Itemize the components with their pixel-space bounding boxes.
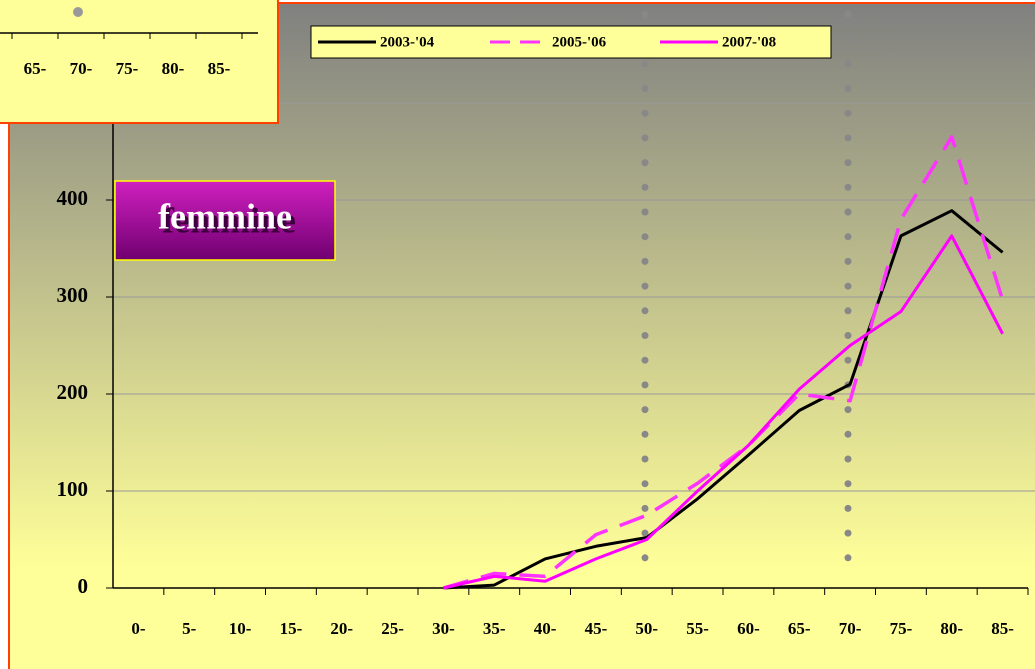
dotted-markers xyxy=(641,10,852,579)
series-line xyxy=(442,135,1005,590)
x-tick-label: 5- xyxy=(182,619,197,638)
annotation-box xyxy=(114,180,336,261)
x-tick-label: 85- xyxy=(991,619,1014,638)
series-line xyxy=(443,209,1004,590)
inset-x-label: 75- xyxy=(116,59,139,78)
x-tick-label: 20- xyxy=(330,619,353,638)
x-tick-label: 80- xyxy=(940,619,963,638)
y-tick-label: 200 xyxy=(57,380,89,404)
inset-x-label: 65- xyxy=(24,59,47,78)
x-tick-label: 25- xyxy=(381,619,404,638)
y-tick-label: 0 xyxy=(78,574,89,598)
inset-x-label: 70- xyxy=(70,59,93,78)
x-tick-label: 0- xyxy=(131,619,146,638)
x-tick-label: 70- xyxy=(839,619,862,638)
x-tick-label: 75- xyxy=(890,619,913,638)
y-tick-label: 100 xyxy=(57,477,89,501)
inset-x-label: 85- xyxy=(208,59,231,78)
series-line xyxy=(443,234,1004,590)
x-tick-label: 55- xyxy=(686,619,709,638)
x-tick-label: 40- xyxy=(534,619,557,638)
legend: 2003-'04 2005-'06 2007-'08 xyxy=(318,34,776,50)
y-tick-label: 300 xyxy=(57,283,89,307)
x-tick-label: 10- xyxy=(229,619,252,638)
x-tick-label: 15- xyxy=(280,619,303,638)
x-tick-label: 30- xyxy=(432,619,455,638)
x-tick-label: 60- xyxy=(737,619,760,638)
annotation-shadow: femmine xyxy=(162,200,296,240)
plot xyxy=(442,135,1005,590)
legend-label: 2005-'06 xyxy=(552,34,607,50)
x-tick-label: 50- xyxy=(635,619,658,638)
x-tick-label: 35- xyxy=(483,619,506,638)
legend-label: 2003-'04 xyxy=(380,34,435,50)
inset-panel xyxy=(0,0,279,124)
y-tick-label: 400 xyxy=(57,186,89,210)
inset: 65- 70- 75- 80- 85- xyxy=(11,33,243,78)
annotation: femmine xyxy=(158,196,292,236)
inset-dot xyxy=(73,7,83,17)
legend-box xyxy=(310,25,832,59)
inset-x-label: 80- xyxy=(162,59,185,78)
x-tick-label: 65- xyxy=(788,619,811,638)
legend-label: 2007-'08 xyxy=(722,34,776,50)
x-tick-label: 45- xyxy=(585,619,608,638)
